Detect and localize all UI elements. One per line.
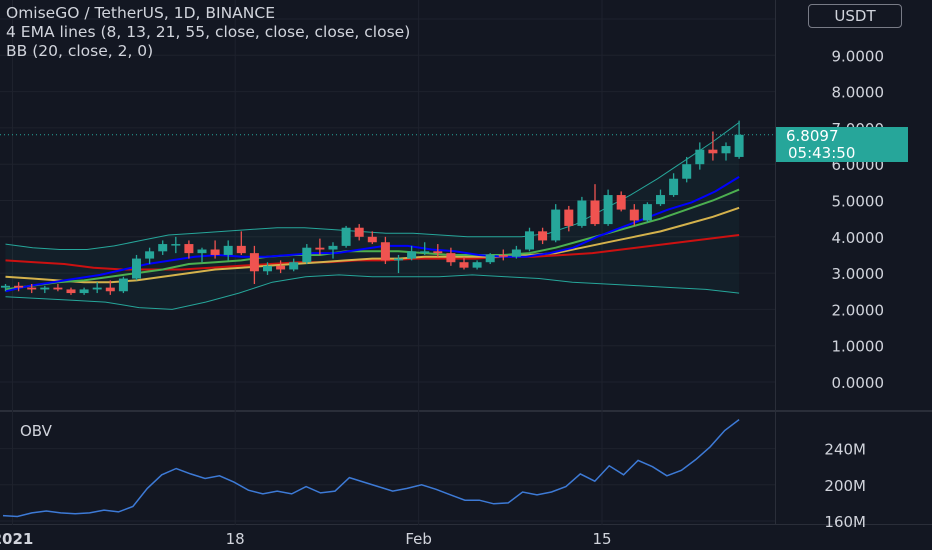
bb-fill [5, 122, 740, 310]
candle-body [92, 287, 102, 290]
last-price-value: 6.8097 [786, 127, 839, 145]
candle-body [132, 258, 141, 279]
candle-body [721, 146, 731, 154]
candle-body [14, 285, 24, 288]
candle-body [642, 204, 652, 221]
candle-body [394, 258, 403, 261]
candle-body [223, 245, 233, 255]
obv-indicator-label[interactable]: OBV [20, 422, 52, 440]
candle-body [158, 244, 168, 252]
candle-body [263, 265, 272, 272]
candle-body [629, 209, 639, 221]
candle-body [669, 178, 679, 196]
candle-body [459, 262, 469, 268]
candle-body [210, 249, 220, 255]
candle-body [498, 254, 508, 257]
candle-body [171, 244, 181, 246]
candle-body [66, 289, 76, 294]
candle-body [616, 195, 626, 210]
last-price-tag: 6.8097 [776, 127, 908, 145]
candle-body [1, 285, 10, 288]
bb-indicator-label[interactable]: BB (20, close, 2, 0) [6, 42, 154, 60]
obv-series [2, 419, 740, 518]
candle-body [538, 231, 548, 241]
price-tick-label: 4.0000 [832, 229, 885, 247]
candle-body [197, 249, 207, 254]
obv-tick-label: 160M [824, 513, 866, 531]
obv-line [2, 419, 740, 518]
candle-body [184, 244, 194, 254]
candle-body [105, 287, 115, 292]
candle-body [551, 209, 561, 241]
price-tick-label: 5.0000 [832, 193, 885, 211]
candle-body [682, 164, 692, 179]
candle-body [525, 231, 534, 250]
symbol-title: OmiseGO / TetherUS, 1D, BINANCE [6, 4, 275, 22]
price-tick-label: 2.0000 [832, 301, 885, 319]
candle-body [289, 262, 299, 270]
candle-body [328, 245, 338, 250]
time-tick-label: 15 [592, 530, 611, 548]
price-axis-border [775, 0, 776, 525]
candle-body [367, 236, 377, 243]
candle-body [564, 209, 574, 226]
price-tick-label: 8.0000 [832, 84, 885, 102]
candle-body [577, 200, 587, 226]
candle-body [420, 251, 430, 253]
candle-body [603, 195, 613, 225]
candle-body [236, 245, 246, 254]
bar-countdown: 05:43:50 [776, 145, 908, 162]
bb-lower-line [5, 274, 740, 310]
candle-body [472, 262, 482, 268]
grid-lines [0, 0, 932, 525]
price-tick-label: 0.0000 [832, 374, 885, 392]
candle-body [656, 195, 665, 205]
obv-tick-label: 240M [824, 441, 866, 459]
candle-body [380, 242, 390, 261]
candle-body [315, 247, 325, 250]
candle-body [511, 249, 521, 257]
candle-body [341, 227, 351, 246]
time-tick-label: 2021 [0, 530, 33, 548]
chart-legend: OmiseGO / TetherUS, 1D, BINANCE 4 EMA li… [6, 4, 410, 61]
candle-body [27, 287, 37, 290]
price-tick-label: 1.0000 [832, 338, 885, 356]
currency-button[interactable]: USDT [808, 4, 902, 28]
candle-body [302, 247, 312, 263]
candle-body [708, 149, 718, 154]
candle-body [485, 254, 495, 263]
ema-indicator-label[interactable]: 4 EMA lines (8, 13, 21, 55, close, close… [6, 23, 411, 41]
candle-body [590, 200, 600, 225]
time-tick-label: Feb [405, 530, 432, 548]
candle-body [40, 287, 50, 290]
price-tick-label: 3.0000 [832, 265, 885, 283]
candle-body [145, 251, 155, 259]
time-tick-label: 18 [226, 530, 245, 548]
candle-body [53, 287, 63, 290]
candle-body [446, 253, 456, 263]
obv-tick-label: 200M [824, 477, 866, 495]
price-tick-label: 9.0000 [832, 47, 885, 65]
candle-body [354, 227, 364, 237]
candle-body [276, 265, 286, 270]
ema-8-line [5, 176, 740, 293]
candle-body [118, 278, 128, 292]
candle-body [407, 251, 417, 259]
candle-body [249, 253, 259, 272]
candle-body [734, 134, 744, 157]
candle-body [79, 289, 89, 294]
candle-body [433, 251, 443, 254]
ema-13-line [5, 188, 740, 291]
pane-separator [0, 410, 932, 412]
candlestick-series [0, 120, 775, 295]
time-axis-border [0, 524, 932, 525]
candle-body [695, 149, 705, 165]
